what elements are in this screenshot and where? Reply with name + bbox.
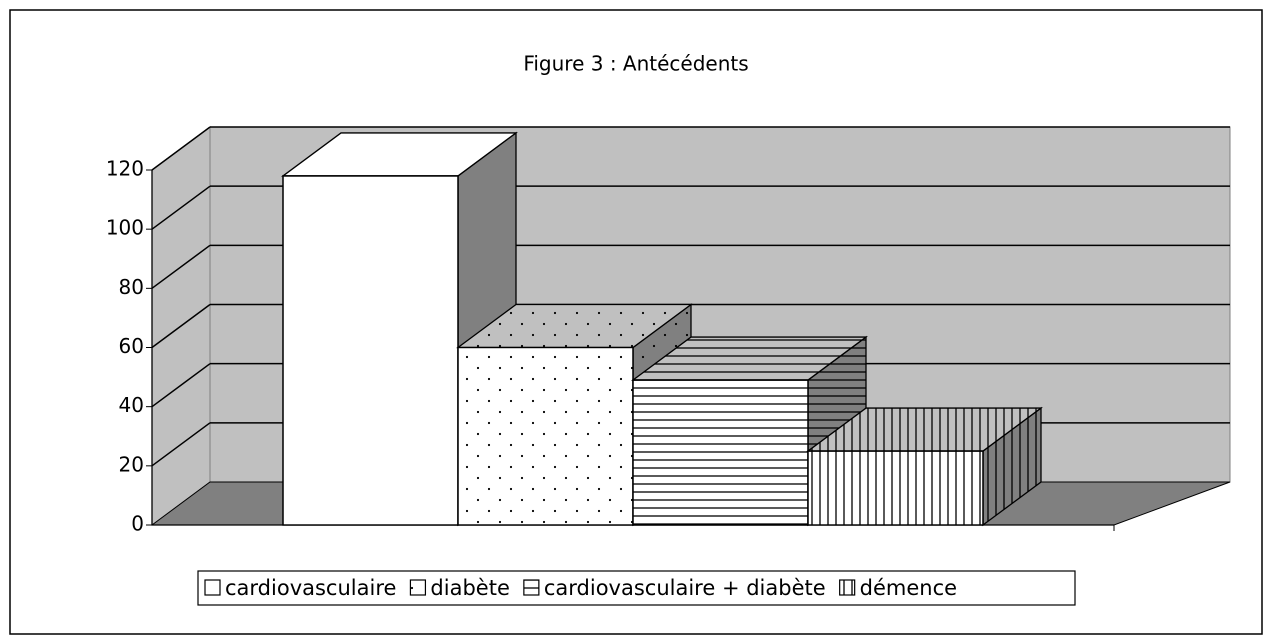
y-tick-label: 100 bbox=[106, 216, 144, 240]
bar-top-pattern bbox=[458, 304, 691, 348]
bar-pattern bbox=[807, 450, 984, 526]
legend-box bbox=[197, 570, 1076, 606]
legend: cardiovasculaire diabète cardiovasculaire … bbox=[204, 576, 957, 600]
legend-swatch bbox=[204, 579, 221, 596]
legend-label: démence bbox=[860, 576, 957, 600]
grid-line bbox=[151, 244, 211, 289]
y-tick-label: 20 bbox=[119, 452, 144, 476]
legend-swatch-pattern bbox=[523, 580, 539, 595]
grid-line bbox=[151, 363, 211, 408]
bar-side-pattern bbox=[983, 408, 1041, 525]
grid-line bbox=[151, 303, 211, 349]
y-tick-label: 40 bbox=[119, 393, 144, 417]
y-tick-label: 60 bbox=[119, 334, 144, 358]
grid-line bbox=[151, 422, 211, 467]
chart-title: Figure 3 : Antécédents bbox=[523, 52, 748, 76]
grid-line bbox=[151, 185, 211, 230]
y-tick-label: 80 bbox=[119, 275, 144, 299]
bar-pattern bbox=[457, 346, 634, 526]
legend-label: cardiovasculaire bbox=[225, 576, 396, 600]
legend-swatch-pattern bbox=[839, 580, 855, 595]
legend-label: diabète bbox=[430, 576, 509, 600]
bar-top-pattern bbox=[633, 337, 866, 381]
y-tick-label: 120 bbox=[106, 157, 144, 181]
bar-top-pattern bbox=[808, 408, 1041, 452]
plot-area: 0 20 40 60 80 100 120 bbox=[106, 126, 1231, 536]
legend-swatch-pattern bbox=[410, 580, 426, 595]
grid-line bbox=[151, 126, 211, 171]
bar-pattern bbox=[632, 379, 809, 526]
bar bbox=[282, 175, 459, 526]
y-tick-label: 0 bbox=[131, 512, 144, 536]
legend-label: cardiovasculaire + diabète bbox=[544, 576, 826, 600]
